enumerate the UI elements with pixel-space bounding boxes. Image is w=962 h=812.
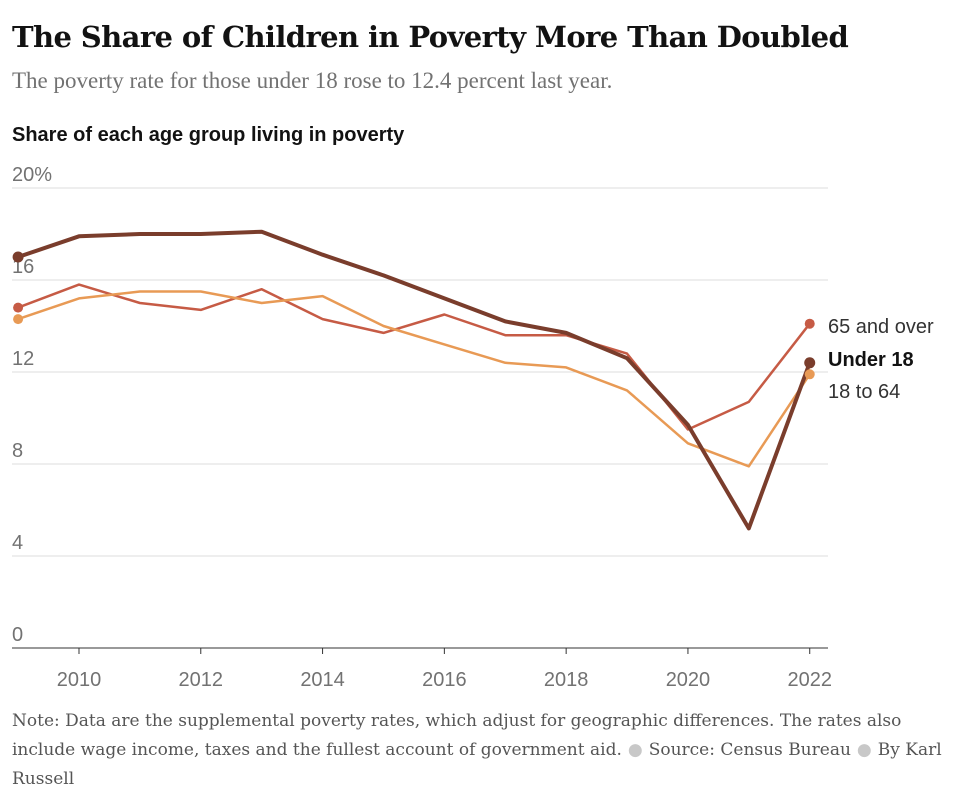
separator-dot-icon: ● [627, 740, 643, 760]
chart-subtitle: The poverty rate for those under 18 rose… [12, 68, 613, 93]
x-tick-label: 2018 [544, 669, 589, 691]
x-tick-label: 2010 [57, 669, 102, 691]
y-tick-label: 12 [12, 348, 34, 370]
series-label: Under 18 [828, 349, 914, 371]
byline: By Karl Russell [12, 740, 942, 789]
x-tick-label: 2022 [787, 669, 832, 691]
x-tick-label: 2014 [300, 669, 345, 691]
series-label: 65 and over [828, 316, 934, 338]
series-label: 18 to 64 [828, 381, 900, 403]
series-line [16, 290, 811, 468]
y-tick-label: 8 [12, 440, 23, 462]
series-start-point [12, 251, 24, 263]
source-text: Source: Census Bureau [648, 740, 851, 760]
separator-dot-icon: ● [856, 740, 872, 760]
series-start-point [13, 302, 24, 313]
series-end-point [804, 357, 816, 369]
chart-title: The Share of Children in Poverty More Th… [12, 20, 849, 54]
y-tick-label: 4 [12, 532, 23, 554]
series-end-point [804, 369, 815, 380]
series-line [16, 229, 812, 531]
y-axis-label: Share of each age group living in povert… [12, 124, 405, 146]
x-tick-label: 2016 [422, 669, 467, 691]
series-line [16, 283, 811, 431]
y-tick-label: 0 [12, 624, 23, 646]
footnote: Note: Data are the supplemental poverty … [12, 707, 942, 794]
x-tick-label: 2012 [179, 669, 224, 691]
note-text: Note: Data are the supplemental poverty … [12, 711, 902, 760]
series-start-point [13, 314, 24, 325]
series-end-point [804, 318, 815, 329]
x-tick-label: 2020 [666, 669, 711, 691]
y-tick-label: 20% [12, 164, 52, 186]
